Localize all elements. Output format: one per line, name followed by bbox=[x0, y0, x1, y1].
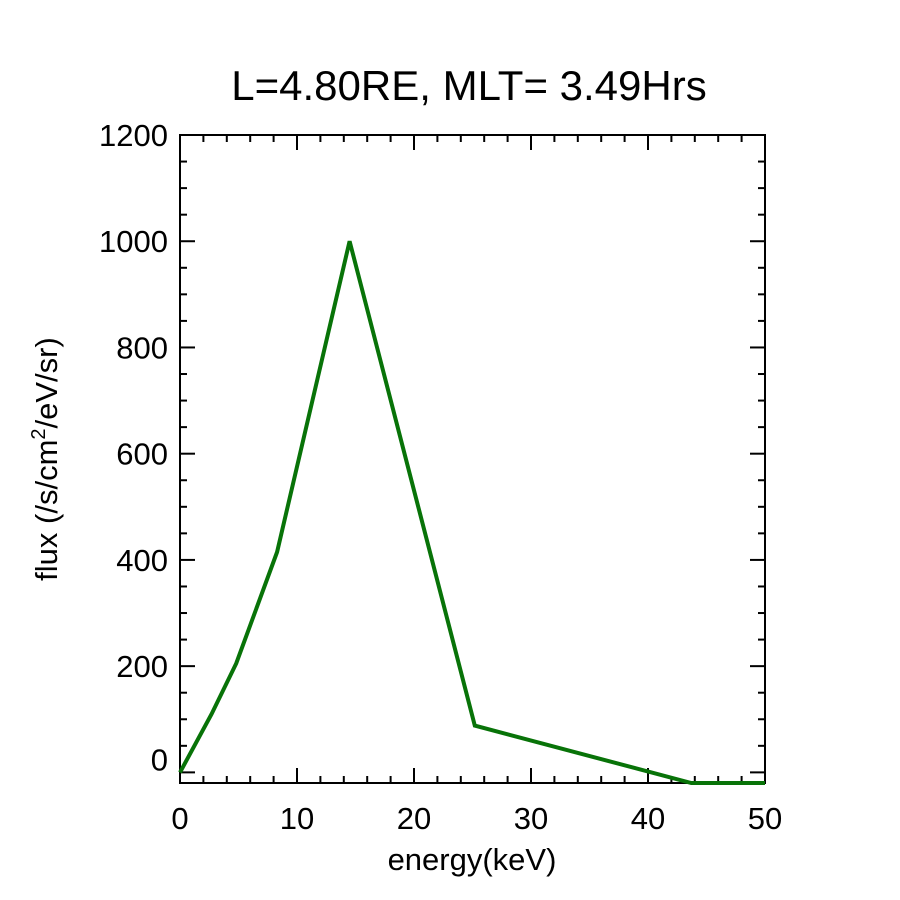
major-ticks bbox=[179, 134, 766, 783]
y-axis-label-part-2: /eV/sr) bbox=[29, 337, 64, 428]
minor-ticks bbox=[180, 135, 765, 783]
y-axis-label-part-1: flux (/s/cm bbox=[29, 440, 64, 581]
plot-frame bbox=[179, 134, 766, 784]
x-tick-label: 0 bbox=[171, 801, 188, 836]
y-tick-label: 400 bbox=[116, 543, 168, 578]
x-tick-labels: 0 10 20 30 40 50 bbox=[171, 801, 782, 836]
x-tick-label: 30 bbox=[514, 801, 548, 836]
y-axis-label: flux (/s/cm2/eV/sr) bbox=[28, 337, 64, 581]
y-tick-label: 200 bbox=[116, 649, 168, 684]
y-tick-label: 600 bbox=[116, 437, 168, 472]
y-tick-labels: 0 200 400 600 800 1000 1200 bbox=[99, 118, 168, 777]
x-tick-label: 20 bbox=[397, 801, 431, 836]
x-tick-label: 10 bbox=[280, 801, 314, 836]
x-tick-label: 50 bbox=[748, 801, 782, 836]
chart-title: L=4.80RE, MLT= 3.49Hrs bbox=[231, 62, 706, 109]
y-tick-label: 800 bbox=[116, 330, 168, 365]
y-tick-label: 0 bbox=[151, 742, 168, 777]
x-tick-label: 40 bbox=[631, 801, 665, 836]
y-axis-label-superscript: 2 bbox=[28, 428, 50, 439]
y-tick-label: 1000 bbox=[99, 224, 168, 259]
y-tick-label: 1200 bbox=[99, 118, 168, 153]
x-axis-label: energy(keV) bbox=[388, 842, 557, 877]
series-layer bbox=[178, 240, 765, 785]
series-line bbox=[178, 240, 765, 785]
